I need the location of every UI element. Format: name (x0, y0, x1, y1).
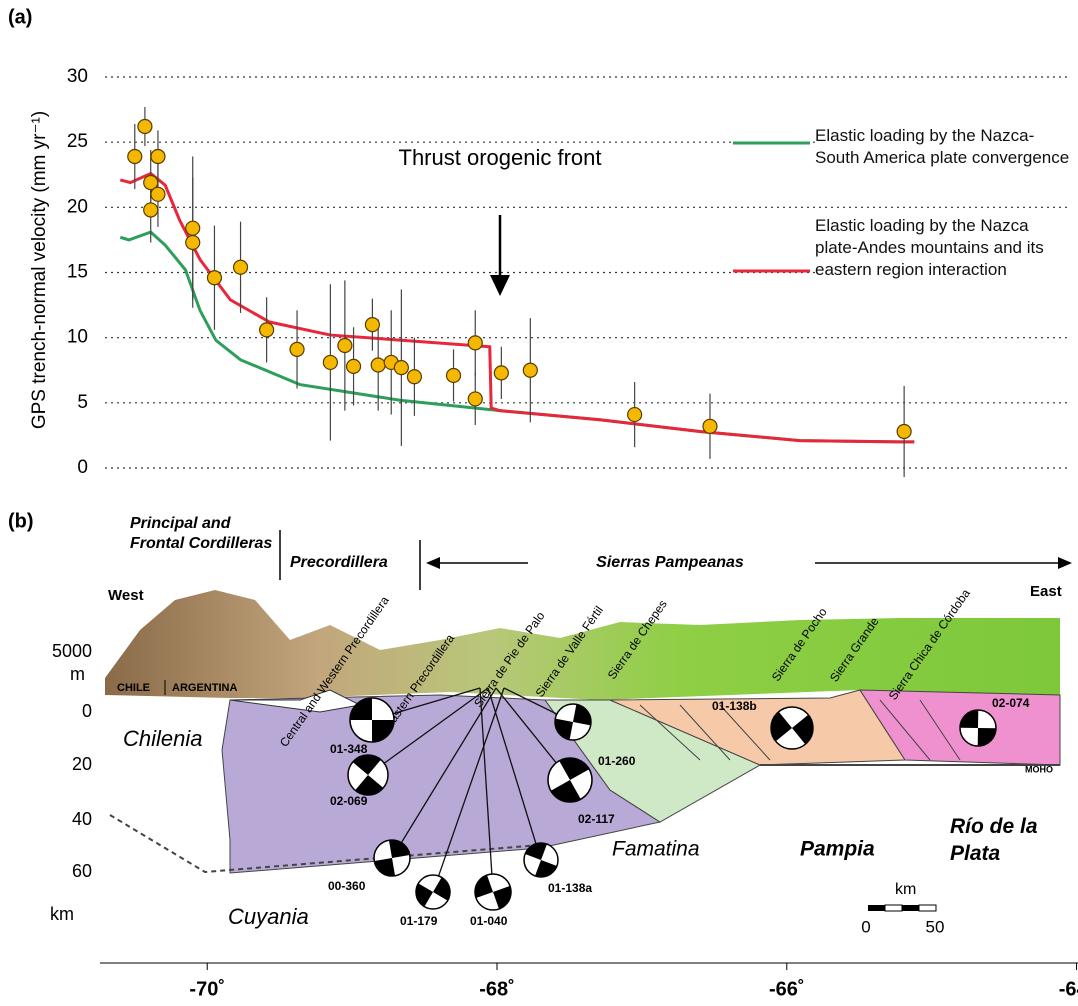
gps-point (144, 203, 158, 217)
depth-unit: km (50, 904, 74, 924)
terrane-label: Pampia (800, 838, 875, 861)
event-label: 01-138b (712, 699, 757, 713)
y-tick-label: 15 (67, 262, 88, 283)
terrane-label: Cuyania (228, 904, 309, 929)
y-tick-label: 25 (67, 131, 88, 152)
gps-point (151, 150, 165, 164)
annotation: Thrust orogenic front (380, 142, 620, 174)
scale-bar (885, 905, 902, 911)
annotation-arrowhead (490, 275, 510, 296)
gps-point (468, 336, 482, 350)
gps-point (323, 355, 337, 369)
gps-point (207, 271, 221, 285)
region-label: Principal and Frontal Cordilleras (130, 514, 280, 554)
event-label: 02-074 (992, 696, 1030, 710)
y-tick-label: 5 (77, 392, 88, 413)
x-tick-label: -64˚ (1059, 977, 1078, 1000)
terrain (105, 590, 1060, 700)
beach-ball-quadrant (374, 858, 395, 876)
x-tick-label: -70˚ (189, 977, 225, 1000)
gps-point (394, 361, 408, 375)
depth-tick-label: 60 (72, 861, 92, 881)
gps-point (365, 318, 379, 332)
gps-point (260, 323, 274, 337)
y-axis-label: GPS trench-normal velocity (mm yr⁻¹) (29, 111, 50, 429)
y-tick-label: 20 (67, 196, 88, 217)
scale-tick-label: 50 (926, 917, 945, 936)
gps-point (468, 392, 482, 406)
terrane-label: Chilenia (123, 726, 203, 751)
gps-point (338, 338, 352, 352)
model-line (120, 173, 914, 441)
country-label: ARGENTINA (172, 682, 237, 694)
direction-label: West (108, 587, 144, 604)
gps-point (186, 236, 200, 250)
gps-point (186, 221, 200, 235)
scale-bar (919, 905, 936, 911)
gps-point (290, 342, 304, 356)
depth-tick-label: 20 (72, 754, 92, 774)
event-label: 01-179 (400, 914, 438, 928)
event-label: 01-348 (330, 742, 368, 756)
scale-bar (868, 905, 885, 911)
event-label: 01-260 (598, 754, 636, 768)
gps-point (523, 363, 537, 377)
moho-label: MOHO (1025, 764, 1053, 774)
event-label: 02-117 (578, 812, 615, 826)
gps-point (128, 150, 142, 164)
scale-tick-label: 0 (861, 917, 870, 936)
arrow-head (1058, 557, 1072, 569)
gps-point (628, 408, 642, 422)
x-tick-label: -66˚ (769, 977, 805, 1000)
gps-point (407, 370, 421, 384)
elevation-label: 5000 (52, 641, 92, 661)
x-tick-label: -68˚ (479, 977, 515, 1000)
gps-point (703, 419, 717, 433)
legend-text: Elastic loading by the Nazca-South Ameri… (815, 125, 1073, 169)
gps-point (447, 368, 461, 382)
y-tick-label: 30 (67, 66, 88, 87)
region-label: Sierras Pampeanas (596, 554, 744, 571)
gps-point (897, 425, 911, 439)
event-label: 01-040 (470, 914, 508, 928)
depth-tick-label: 0 (82, 701, 92, 721)
gps-point (138, 120, 152, 134)
arrow-head (426, 557, 440, 569)
event-label: 00-360 (328, 879, 366, 893)
legend-text: Elastic loading by the Nazca plate-Andes… (815, 215, 1073, 281)
depth-tick-label: 40 (72, 809, 92, 829)
panel-label: (a) (8, 6, 32, 28)
gps-point (371, 358, 385, 372)
event-label: 01-138a (548, 881, 592, 895)
y-tick-label: 10 (67, 327, 88, 348)
gps-point (347, 359, 361, 373)
direction-label: East (1030, 583, 1062, 600)
gps-point (234, 260, 248, 274)
scale-bar (902, 905, 919, 911)
terrane-label: Río de la Plata (950, 813, 1060, 867)
elevation-unit: m (70, 664, 85, 684)
scale-unit: km (895, 881, 916, 898)
panel-label: (b) (8, 510, 34, 532)
y-tick-label: 0 (77, 457, 88, 478)
region-label: Precordillera (290, 554, 388, 571)
figure: (a) (b) GPS trench-normal velocity (mm y… (0, 0, 1078, 1006)
event-label: 02-069 (330, 794, 368, 808)
gps-point (494, 366, 508, 380)
gps-point (151, 187, 165, 201)
country-label: CHILE (117, 682, 150, 694)
terrane-label: Famatina (612, 838, 700, 861)
